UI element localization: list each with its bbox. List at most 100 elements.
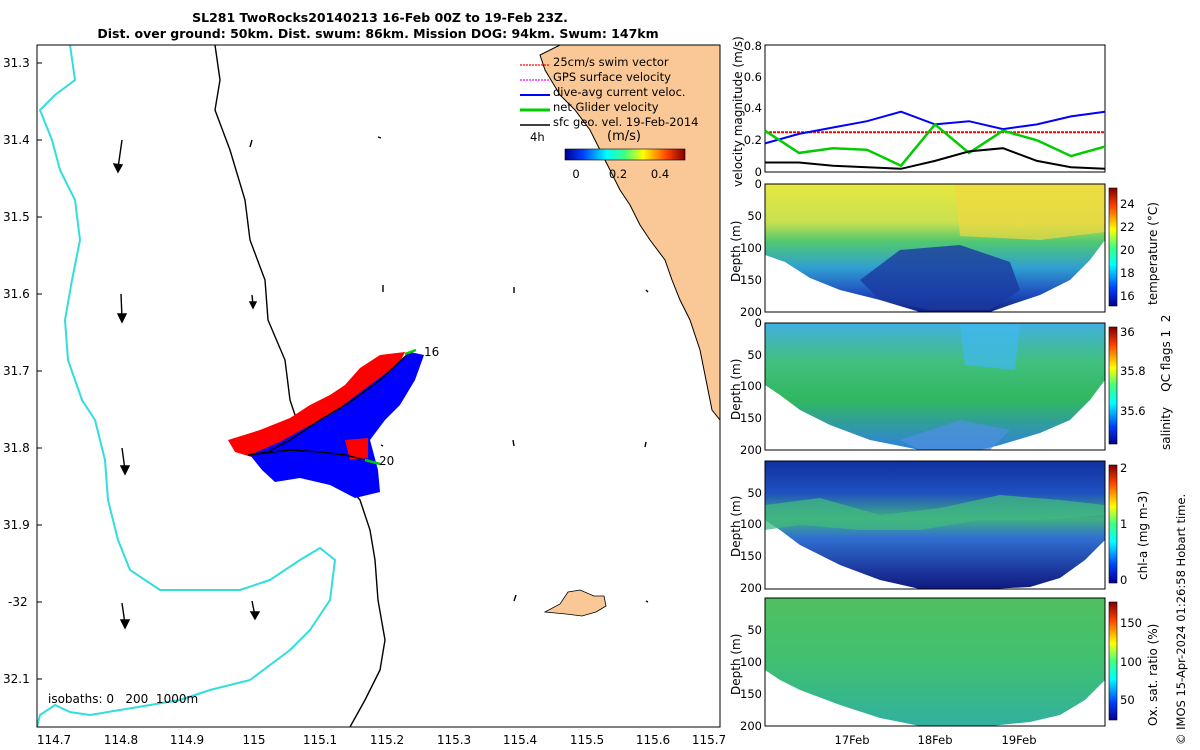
sal-colorbar [1108,326,1118,445]
lon-tick: 115.3 [437,733,471,747]
figure-title-line2: Dist. over ground: 50km. Dist. swum: 86k… [97,26,658,41]
chla-panel: 50 100 150 200 Depth (m) 0 1 2 chl-a (mg… [729,460,1150,595]
glider-track [247,351,411,461]
credit-text: © IMOS 15-Apr-2024 01:26:58 Hobart time. [1174,494,1188,745]
ox-ytick: 50 [747,623,762,637]
vel-ytick: 0.6 [744,70,762,84]
lat-tick: -32 [8,595,28,609]
date-tick: 17Feb [835,733,870,747]
lon-tick: 114.7 [37,733,71,747]
temp-ylabel: Depth (m) [729,221,743,282]
lat-tick: 31.8 [3,441,30,455]
lon-ticks: 114.7 114.8 114.9 115 115.1 115.2 115.3 … [37,733,726,747]
sal-cbar-tick: 36 [1120,325,1135,339]
swim-vector-fan [228,352,405,458]
sal-ytick: 0 [755,316,762,330]
lon-tick: 115.4 [503,733,537,747]
legend-swim: 25cm/s swim vector [553,55,669,69]
vel-ytick: 0 [755,165,762,179]
lon-tick: 114.8 [104,733,138,747]
chl-ytick: 200 [740,581,762,595]
temp-cbar-tick: 18 [1120,266,1135,280]
map-frame [36,44,721,728]
chl-cbar-tick: 1 [1120,517,1127,531]
lat-tick: 31.7 [3,364,30,378]
date-tick: 19Feb [1002,733,1037,747]
legend-sfc: sfc geo. vel. 19-Feb-2014 [553,115,699,129]
temperature-panel: 0 50 100 150 200 Depth (m) 16 18 20 22 2… [729,177,1160,319]
lat-tick: 32.1 [3,672,30,686]
sal-cbar-tick: 35.6 [1120,404,1146,418]
qc-note: salinity QC flags 1 2 [1159,315,1173,450]
temp-ytick: 150 [740,273,762,287]
lon-tick: 115.1 [303,733,337,747]
ox-ytick: 150 [740,687,762,701]
sal-ytick: 100 [740,379,762,393]
lat-ticks: 31.3 31.4 31.5 31.6 31.7 31.8 31.9 -32 3… [3,56,30,686]
chl-cbar-tick: 0 [1120,573,1127,587]
sal-ylabel: Depth (m) [729,359,743,420]
temp-cbar-tick: 22 [1120,220,1135,234]
legend-net: net Glider velocity [553,100,659,114]
ox-cbar-label: Ox. sat. ratio (%) [1146,624,1160,726]
chl-ylabel: Depth (m) [729,496,743,557]
land-coast [539,45,720,421]
start-label: 16 [424,345,439,359]
temp-colorbar [1108,187,1118,307]
start-marker [404,348,417,356]
oxygen-panel: 50 100 150 200 Depth (m) 50 100 150 Ox. … [729,597,1160,747]
oxygen-field [765,598,1105,726]
ox-ylabel: Depth (m) [729,634,743,695]
figure-title-line1: SL281 TwoRocks20140213 16-Feb 00Z to 19-… [192,10,568,25]
lat-tick: 31.4 [3,133,30,147]
speed-colorbar [564,148,686,161]
chl-cbar-tick: 2 [1120,461,1127,475]
chl-ytick: 50 [747,486,762,500]
cbar-tick-0: 0 [572,167,579,181]
velocity-lines [764,110,1106,170]
red-small-patch [345,438,368,460]
ox-cbar-tick: 50 [1120,693,1135,707]
colorbar-unit: (m/s) [607,129,641,144]
lon-tick: 115.2 [370,733,404,747]
map-legend: 25cm/s swim vector GPS surface velocity … [520,55,699,181]
geo-velocity-arrows [112,136,649,630]
salinity-panel: 0 50 100 150 200 Depth (m) 35.6 35.8 36 [729,316,1146,457]
lon-tick: 115 [243,733,266,747]
velocity-panel: 0 0.2 0.4 0.6 0.8 velocity magnitude (m/… [731,36,1106,187]
velocity-series-line-2 [764,122,1106,168]
lon-tick: 114.9 [170,733,204,747]
temp-ytick: 100 [740,241,762,255]
ox-cbar-tick: 100 [1120,655,1142,669]
temp-ytick: 50 [747,209,762,223]
end-label: 20 [379,454,394,468]
map-panel: 16 20 isobaths: 0 200 1000m 31.3 31.4 31… [3,44,726,747]
legend-gps: GPS surface velocity [553,70,671,84]
chl-ytick: 150 [740,549,762,563]
net-glider-velocity [364,458,381,466]
cbar-tick-1: 0.2 [609,167,627,181]
cbar-tick-2: 0.4 [651,167,669,181]
ox-ytick: 100 [740,655,762,669]
vel-ytick: 0.4 [744,101,762,115]
sal-cbar-tick: 35.8 [1120,364,1146,378]
temp-cbar-tick: 24 [1120,197,1135,211]
temp-cbar-tick: 16 [1120,289,1135,303]
lat-tick: 31.3 [3,56,30,70]
salinity-field [765,323,1105,450]
chl-cbar-label: chl-a (mg m-3) [1136,491,1150,580]
sal-ytick: 150 [740,411,762,425]
lon-tick: 115.6 [636,733,670,747]
ox-ytick: 200 [740,719,762,733]
vel-ytick: 0.2 [744,133,762,147]
lat-tick: 31.9 [3,518,30,532]
isobaths-label: isobaths: 0 200 1000m [48,692,198,706]
lat-tick: 31.6 [3,287,30,301]
rottnest-island [543,589,607,617]
chl-colorbar [1108,464,1118,584]
sal-ytick: 50 [747,348,762,362]
ox-colorbar [1108,601,1118,721]
lat-tick: 31.5 [3,210,30,224]
vel-ylabel: velocity magnitude (m/s) [731,36,745,187]
